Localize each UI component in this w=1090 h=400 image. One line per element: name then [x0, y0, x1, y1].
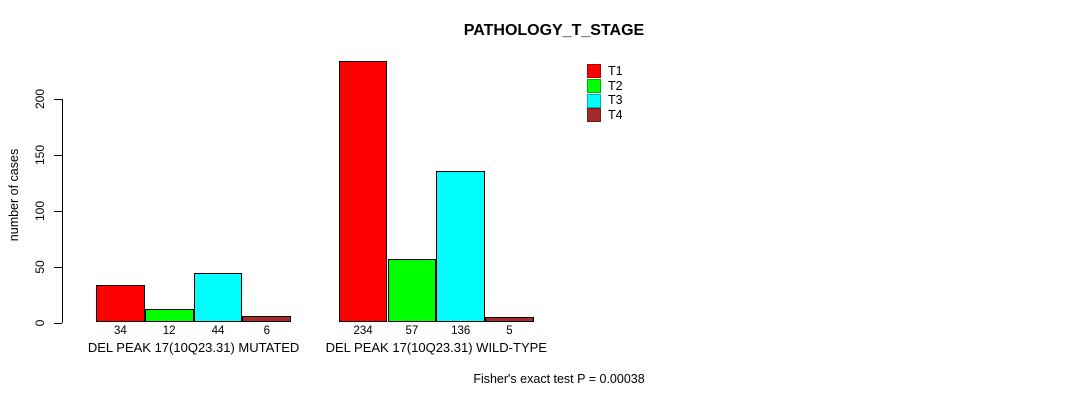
y-axis-tick-label: 100	[33, 200, 47, 221]
legend-label: T4	[608, 107, 623, 122]
legend-swatch-t1	[587, 64, 601, 79]
y-axis-tick-label: 0	[33, 319, 47, 326]
bar-value-label: 6	[263, 325, 270, 337]
bar-t2	[387, 258, 437, 323]
bar-t1	[96, 284, 145, 323]
x-axis-group-label: DEL PEAK 17(10Q23.31) MUTATED	[87, 340, 300, 355]
bar-value-label: 234	[353, 325, 373, 337]
bar-t4	[485, 316, 534, 323]
bar-t1	[338, 61, 388, 323]
bar-value-label: 136	[451, 325, 471, 337]
legend-swatch-t2	[587, 79, 601, 94]
bar-t3	[193, 273, 243, 323]
bar-value-label: 34	[113, 325, 127, 337]
legend-swatch-t4	[587, 108, 601, 123]
bar-value-label: 5	[506, 325, 513, 337]
x-axis-group-label: DEL PEAK 17(10Q23.31) WILD-TYPE	[325, 340, 547, 355]
bar-value-label: 12	[162, 325, 176, 337]
bar-value-label: 44	[211, 325, 225, 337]
y-axis-tick-label: 200	[33, 88, 47, 110]
y-axis-tick	[54, 99, 62, 100]
y-axis-tick-label: 50	[33, 259, 47, 274]
legend-label: T2	[608, 78, 623, 93]
bar-t3	[436, 170, 486, 323]
legend-row: T2	[587, 79, 623, 94]
bar-t2	[144, 309, 194, 323]
legend-row: T1	[587, 64, 623, 79]
legend-label: T3	[608, 93, 623, 108]
legend-row: T4	[587, 108, 623, 123]
legend-label: T1	[608, 63, 623, 78]
legend: T1 T2 T3 T4	[587, 64, 623, 123]
y-axis-line	[62, 99, 63, 323]
bar-t4	[242, 315, 292, 323]
legend-row: T3	[587, 93, 623, 108]
y-axis-label: number of cases	[7, 148, 21, 242]
y-axis-tick	[54, 210, 62, 212]
y-axis-tick	[54, 266, 62, 268]
legend-swatch-t3	[587, 93, 601, 108]
y-axis-tick	[54, 322, 62, 324]
y-axis-tick-label: 150	[33, 144, 47, 165]
y-axis-tick	[54, 154, 62, 156]
bar-value-label: 57	[405, 325, 419, 337]
chart-title: PATHOLOGY_T_STAGE	[463, 22, 645, 39]
footnote: Fisher's exact test P = 0.00038	[473, 372, 645, 386]
